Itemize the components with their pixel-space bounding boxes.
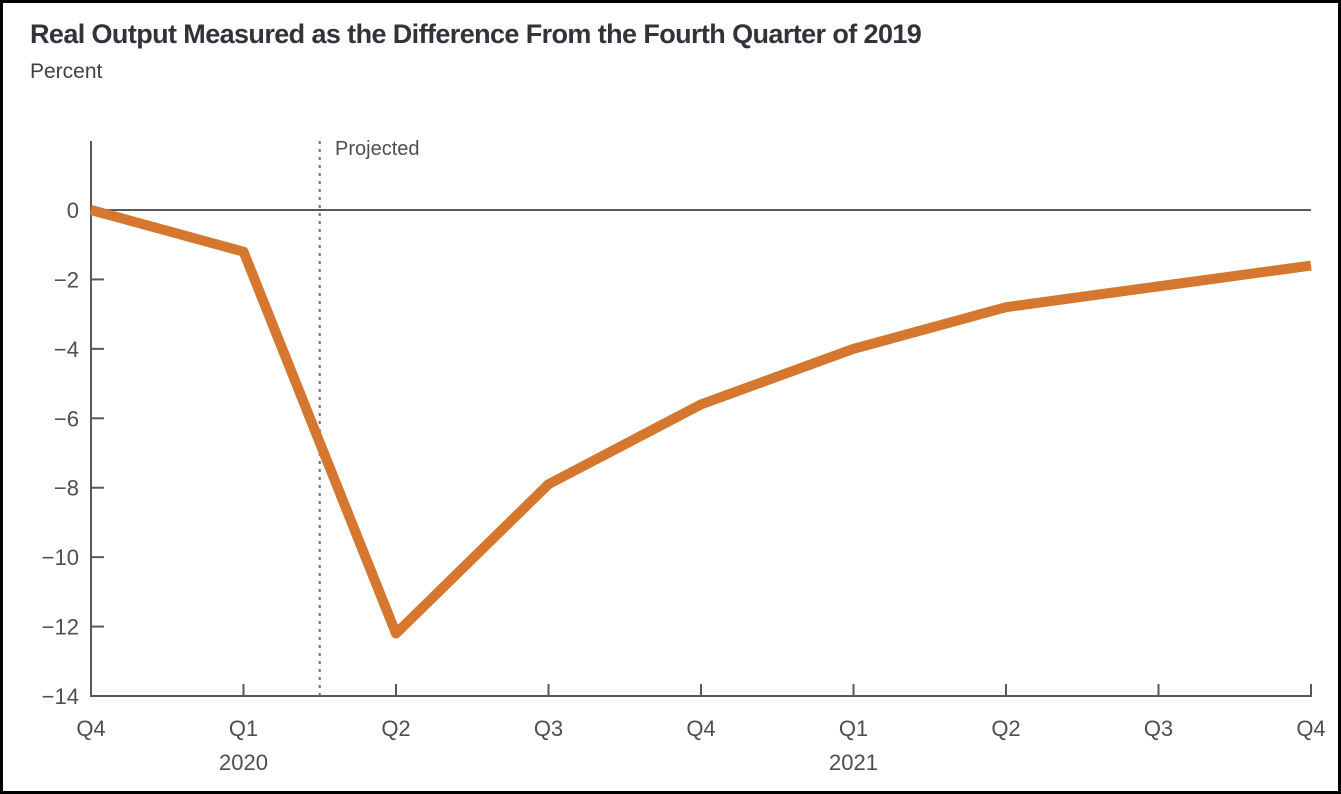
chart-title: Real Output Measured as the Difference F… [30, 19, 922, 49]
x-tick-label: Q2 [991, 716, 1020, 741]
y-tick-label: −12 [42, 615, 79, 640]
year-label: 2020 [219, 750, 268, 775]
y-tick-label: −8 [54, 476, 79, 501]
x-tick-label: Q3 [1144, 716, 1173, 741]
x-tick-label: Q2 [381, 716, 410, 741]
year-label: 2021 [829, 750, 878, 775]
x-tick-label: Q4 [1296, 716, 1325, 741]
y-tick-label: 0 [67, 198, 79, 223]
y-tick-label: −4 [54, 337, 79, 362]
x-tick-label: Q1 [229, 716, 258, 741]
y-tick-label: −6 [54, 406, 79, 431]
projected-annotation: Projected [335, 138, 420, 160]
y-tick-label: −10 [42, 545, 79, 570]
chart-subtitle-percent: Percent [30, 60, 103, 83]
line-chart-canvas: 0 −2 −4 −6 −8 −10 −12 −14 Q4 Q1 Q2 Q3 Q4 Q1 Q2 Q3 Q4 2020… [42, 141, 1326, 775]
x-tick-label: Q4 [686, 716, 715, 741]
y-tick-label: −14 [42, 684, 79, 709]
x-tick-label: Q4 [76, 716, 105, 741]
real-output-series-line [89, 205, 1312, 639]
x-tick-label: Q1 [839, 716, 868, 741]
y-tick-label: −2 [54, 267, 79, 292]
x-tick-label: Q3 [534, 716, 563, 741]
